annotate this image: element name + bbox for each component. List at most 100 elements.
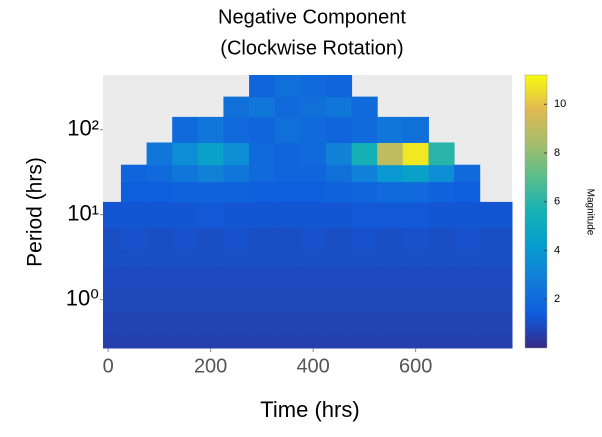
heat-cell (479, 249, 513, 268)
heat-cell (197, 286, 224, 313)
heat-cell (274, 164, 301, 183)
heat-cell (402, 312, 429, 336)
heat-cell (172, 266, 199, 288)
heat-cell (103, 286, 122, 313)
heat-cell (274, 181, 301, 203)
x-tick-label: 0 (103, 355, 114, 377)
heat-cell (249, 181, 276, 203)
heat-cell (249, 249, 276, 268)
y-tick-label: 10² (67, 116, 99, 141)
heat-cell (172, 312, 199, 336)
heat-cell (103, 334, 122, 349)
heat-cell (197, 312, 224, 336)
heat-cell (428, 312, 455, 336)
heat-cell (402, 142, 429, 166)
heat-cell (325, 266, 353, 288)
heat-cell (146, 266, 173, 288)
heat-cell (223, 116, 250, 143)
y-tick-label: 10¹ (67, 200, 99, 225)
heat-cell (325, 249, 353, 268)
heat-cell (172, 249, 199, 268)
heat-cell (172, 142, 199, 166)
heat-cell (223, 266, 250, 288)
heat-cell (300, 312, 327, 336)
heat-cell (103, 201, 122, 228)
heat-cell (146, 181, 173, 203)
heat-cell (197, 334, 224, 349)
heat-cell (146, 227, 173, 251)
heat-cell (274, 334, 301, 349)
colorbar-label: Magnitude (584, 189, 595, 236)
heat-cell (377, 227, 404, 251)
heat-cell (479, 312, 513, 336)
heat-cell (103, 227, 122, 251)
heat-cell (377, 266, 404, 288)
heat-cell (428, 249, 455, 268)
heat-cell (120, 249, 148, 268)
x-tick-label: 200 (194, 355, 227, 377)
heat-cell (300, 96, 327, 118)
heat-cell (223, 201, 250, 228)
y-axis-label: Period (hrs) (24, 157, 47, 267)
heat-cell (300, 227, 327, 251)
heat-cell (428, 201, 455, 228)
heat-cell (479, 286, 513, 313)
heat-cell (377, 164, 404, 183)
heat-cell (249, 164, 276, 183)
heat-cell (300, 164, 327, 183)
heat-cell (249, 227, 276, 251)
heat-cell (120, 334, 148, 349)
heat-cell (325, 201, 353, 228)
heat-cell (377, 312, 404, 336)
heat-cell (377, 286, 404, 313)
heat-cell (454, 312, 481, 336)
chart-subtitle: (Clockwise Rotation) (220, 37, 403, 59)
heat-cell (197, 249, 224, 268)
heat-cell (351, 181, 378, 203)
heat-cell (351, 201, 378, 228)
heat-cell (428, 266, 455, 288)
x-axis-label: Time (hrs) (260, 397, 359, 422)
heat-cell (325, 96, 353, 118)
heat-cell (300, 116, 327, 143)
heat-cell (120, 266, 148, 288)
heat-cell (377, 201, 404, 228)
heat-cell (325, 312, 353, 336)
heat-cell (146, 164, 173, 183)
heat-cell (223, 227, 250, 251)
heat-cell (223, 249, 250, 268)
heat-cell (249, 312, 276, 336)
heat-cell (428, 286, 455, 313)
heat-cell (428, 334, 455, 349)
heat-cell (351, 227, 378, 251)
heat-cell (300, 201, 327, 228)
heat-cell (402, 181, 429, 203)
heat-cell (120, 164, 148, 183)
heat-cell (300, 249, 327, 268)
heat-cell (325, 116, 353, 143)
heat-cell (454, 286, 481, 313)
heat-cell (274, 249, 301, 268)
heat-cell (172, 286, 199, 313)
heat-cell (249, 75, 276, 98)
heat-cell (223, 164, 250, 183)
heat-cell (402, 334, 429, 349)
heat-cell (223, 181, 250, 203)
heat-cell (120, 227, 148, 251)
heat-cell (274, 266, 301, 288)
heat-cell (103, 266, 122, 288)
heat-cell (377, 116, 404, 143)
heat-cell (223, 334, 250, 349)
x-tick-label: 400 (296, 355, 329, 377)
heat-cell (120, 312, 148, 336)
heat-cell (300, 286, 327, 313)
heat-cell (300, 75, 327, 98)
heat-cell (325, 227, 353, 251)
heat-cell (325, 286, 353, 313)
heat-cell (402, 164, 429, 183)
heat-cell (479, 334, 513, 349)
heat-cell (103, 249, 122, 268)
heat-cell (351, 142, 378, 166)
heat-cell (223, 312, 250, 336)
colorbar-tick-label: 2 (554, 293, 560, 305)
